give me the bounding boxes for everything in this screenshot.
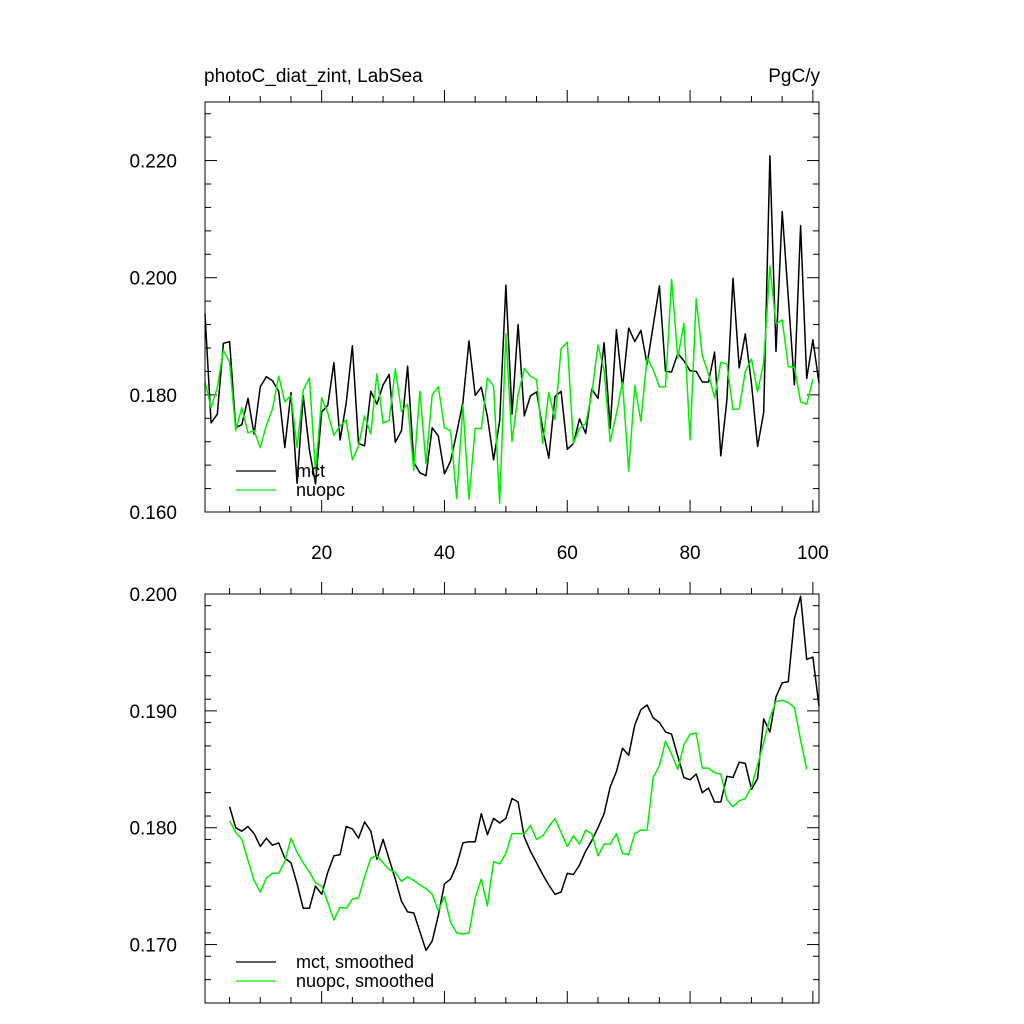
x-tick-label: 100 <box>797 543 829 564</box>
y-tick-label: 0.200 <box>129 585 177 606</box>
series-line-nuopc-smoothed <box>228 699 808 935</box>
x-tick-label: 40 <box>434 543 455 564</box>
series-lines <box>228 595 820 952</box>
legend-label-mct-smoothed: mct, smoothed <box>296 952 414 972</box>
series-line-mct-smoothed <box>228 595 820 952</box>
series-line-nuopc <box>204 265 814 504</box>
y-tick-label: 0.170 <box>129 936 177 957</box>
legend-label-nuopc: nuopc <box>296 480 345 500</box>
y-tick-label: 0.190 <box>129 702 177 723</box>
y-tick-label: 0.180 <box>129 819 177 840</box>
units-label: PgC/y <box>768 66 820 87</box>
x-tick-label: 20 <box>311 543 332 564</box>
plot-frame <box>204 101 820 513</box>
y-tick-label: 0.200 <box>129 269 177 290</box>
legend-label-mct: mct <box>296 461 325 481</box>
axes-ticks: 0.170 0.180 0.190 0.200 <box>129 582 819 1004</box>
plot-frame <box>204 593 820 1004</box>
y-tick-label: 0.180 <box>129 386 177 407</box>
x-tick-label: 60 <box>557 543 578 564</box>
chart-title: photoC_diat_zint, LabSea <box>204 66 423 87</box>
series-lines <box>204 155 820 504</box>
y-tick-label: 0.160 <box>129 503 177 524</box>
x-tick-label: 80 <box>679 543 700 564</box>
y-tick-label: 0.220 <box>129 152 177 173</box>
bottom-panel: 0.170 0.180 0.190 0.200 mct, smoothed nuopc… <box>129 582 820 1004</box>
top-panel: photoC_diat_zint, LabSea PgC/y 0.160 0.18… <box>129 66 828 564</box>
legend-label-nuopc-smoothed: nuopc, smoothed <box>296 971 434 991</box>
legend: mct nuopc <box>236 461 345 500</box>
legend: mct, smoothed nuopc, smoothed <box>236 952 434 991</box>
axes-ticks: 0.160 0.180 0.200 0.220 20 40 60 80 100 <box>129 90 829 564</box>
